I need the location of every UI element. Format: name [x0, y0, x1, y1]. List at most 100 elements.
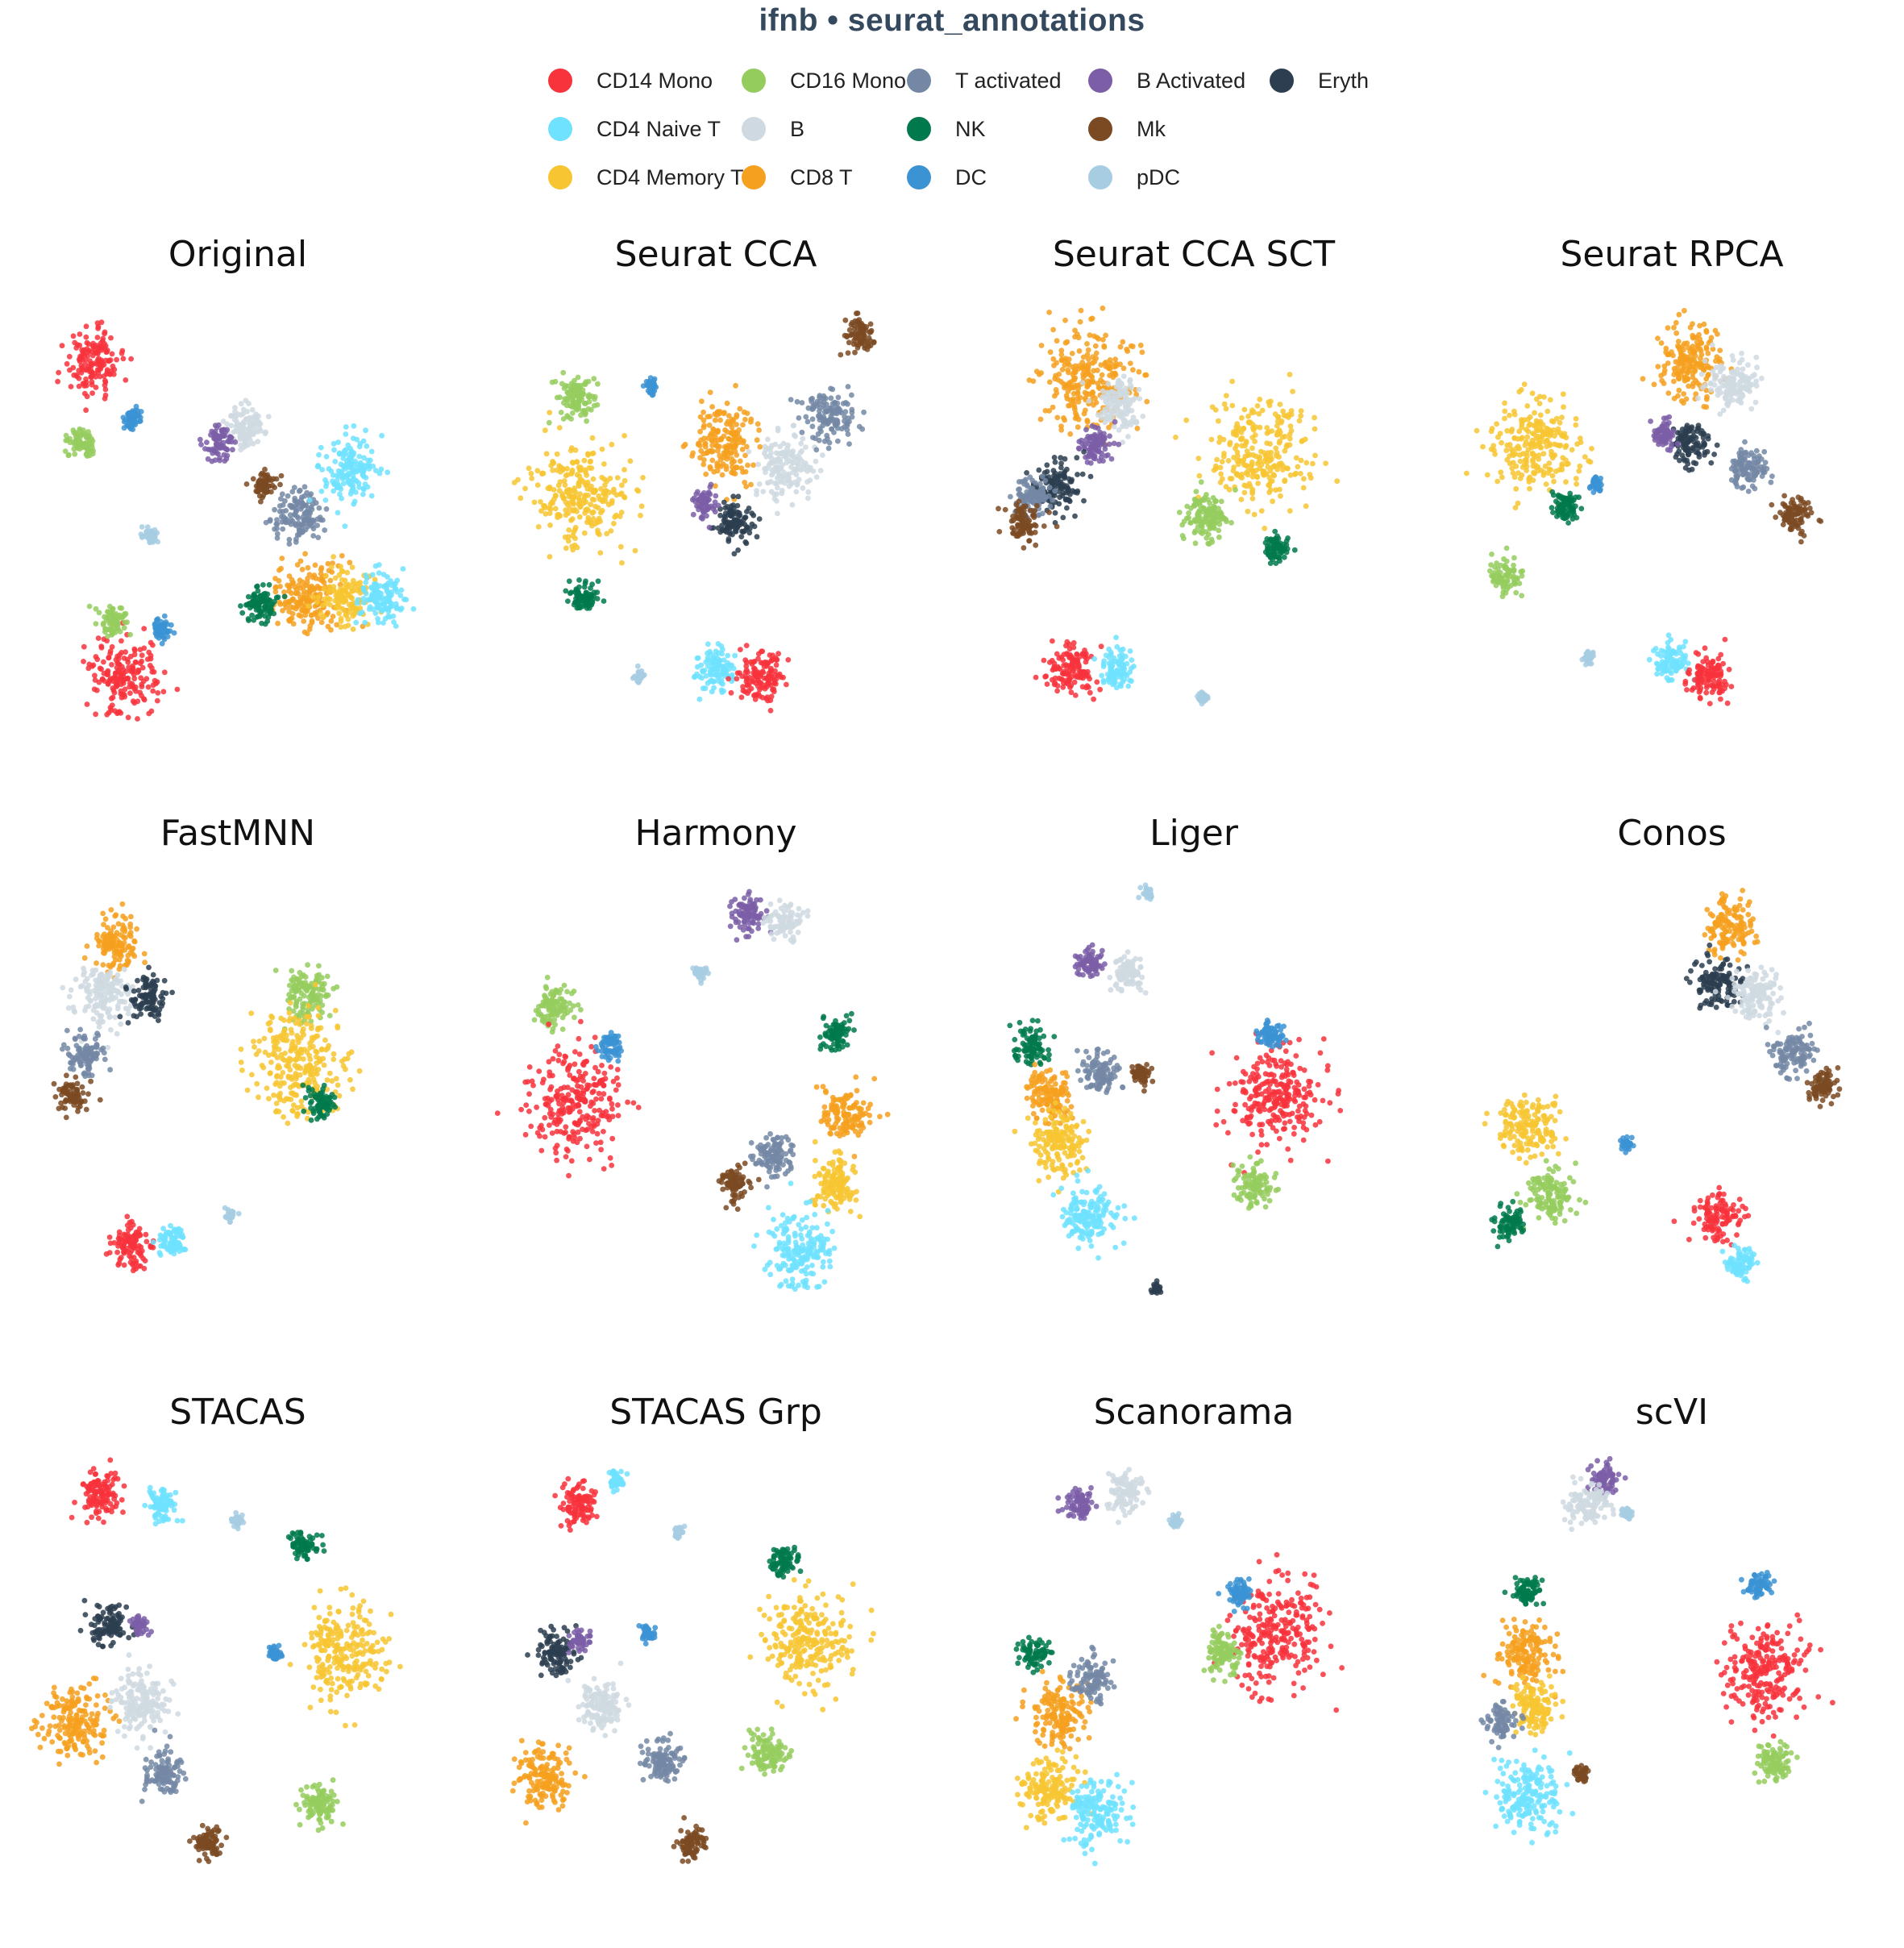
- umap-point: [698, 663, 704, 668]
- umap-point: [1111, 671, 1116, 676]
- umap-point: [766, 681, 771, 687]
- umap-point: [1673, 359, 1679, 364]
- umap-point: [1312, 415, 1317, 421]
- umap-point: [81, 644, 87, 650]
- umap-point: [342, 598, 347, 604]
- umap-point: [384, 606, 389, 611]
- umap-point: [131, 647, 137, 652]
- umap-point: [791, 423, 796, 429]
- umap-point: [1277, 461, 1282, 467]
- umap-point: [103, 393, 109, 398]
- umap-point: [779, 675, 784, 681]
- umap-point: [89, 382, 95, 388]
- umap-point: [1123, 385, 1129, 391]
- umap-point: [293, 506, 299, 511]
- umap-point: [1682, 308, 1687, 314]
- umap-point: [1032, 522, 1037, 528]
- umap-point: [538, 508, 544, 514]
- umap-point: [1086, 685, 1091, 690]
- umap-point: [332, 459, 338, 464]
- umap-point: [601, 598, 607, 604]
- umap-point: [155, 690, 160, 696]
- umap-point: [744, 540, 750, 546]
- umap-point: [1047, 380, 1053, 385]
- legend-item: pDC: [1088, 161, 1180, 194]
- umap-point: [160, 641, 165, 647]
- umap-point: [1251, 410, 1257, 415]
- umap-point: [277, 482, 283, 488]
- umap-point: [56, 370, 61, 376]
- umap-point: [107, 617, 113, 622]
- umap-point: [403, 597, 409, 602]
- umap-point: [725, 519, 731, 525]
- umap-point: [1264, 455, 1270, 460]
- umap-point: [1703, 328, 1709, 334]
- umap-point: [730, 417, 735, 422]
- umap-point: [784, 682, 789, 688]
- umap-point: [748, 419, 754, 425]
- umap-point: [1271, 547, 1277, 552]
- umap-point: [121, 681, 127, 686]
- umap-point: [397, 593, 403, 598]
- umap-point: [105, 634, 110, 639]
- umap-point: [575, 393, 580, 399]
- umap-point: [1224, 393, 1229, 398]
- umap-point: [1036, 468, 1041, 473]
- umap-point: [547, 554, 553, 560]
- umap-point: [784, 451, 790, 456]
- umap-point: [1698, 346, 1703, 352]
- umap-point: [1312, 453, 1318, 459]
- umap-point: [206, 456, 211, 462]
- umap-point: [1213, 407, 1219, 413]
- umap-point: [805, 496, 811, 502]
- umap-point: [547, 420, 552, 426]
- umap-point: [1684, 397, 1690, 402]
- umap-point: [1262, 472, 1267, 478]
- umap-point: [128, 668, 134, 674]
- umap-point: [1075, 675, 1081, 681]
- umap-point: [282, 594, 288, 600]
- umap-point: [622, 433, 627, 439]
- umap-point: [578, 464, 584, 470]
- umap-point: [262, 467, 268, 472]
- umap-point: [1679, 368, 1685, 373]
- umap-point: [835, 406, 841, 412]
- umap-point: [1673, 331, 1679, 336]
- umap-point: [276, 600, 282, 606]
- umap-point: [1705, 364, 1711, 369]
- umap-point: [351, 477, 357, 482]
- umap-point: [779, 488, 785, 493]
- umap-point: [707, 525, 713, 531]
- umap-point: [202, 446, 208, 452]
- umap-point: [1008, 494, 1013, 500]
- umap-point: [563, 546, 569, 552]
- umap-point: [1665, 390, 1671, 396]
- umap-point: [1121, 365, 1127, 371]
- umap-point: [703, 660, 709, 665]
- umap-point: [546, 485, 551, 491]
- umap-point: [692, 674, 698, 680]
- umap-point: [1258, 425, 1263, 431]
- umap-point: [1090, 389, 1095, 395]
- umap-point: [755, 534, 760, 539]
- umap-point: [705, 681, 711, 686]
- umap-point: [522, 486, 528, 492]
- umap-point: [118, 639, 124, 644]
- umap-point: [752, 659, 758, 664]
- umap-point: [123, 649, 128, 655]
- umap-point: [318, 611, 324, 617]
- umap-point: [744, 643, 750, 648]
- umap-point: [341, 474, 347, 480]
- umap-point: [595, 596, 601, 601]
- umap-point: [1274, 432, 1280, 438]
- umap-point: [1050, 327, 1056, 333]
- umap-point: [732, 551, 738, 556]
- umap-point: [330, 554, 336, 560]
- umap-point: [556, 512, 562, 518]
- umap-point: [258, 428, 264, 434]
- umap-point: [369, 449, 375, 455]
- umap-point: [118, 606, 124, 611]
- umap-point: [310, 620, 315, 626]
- umap-point: [745, 683, 750, 689]
- umap-point: [125, 676, 131, 682]
